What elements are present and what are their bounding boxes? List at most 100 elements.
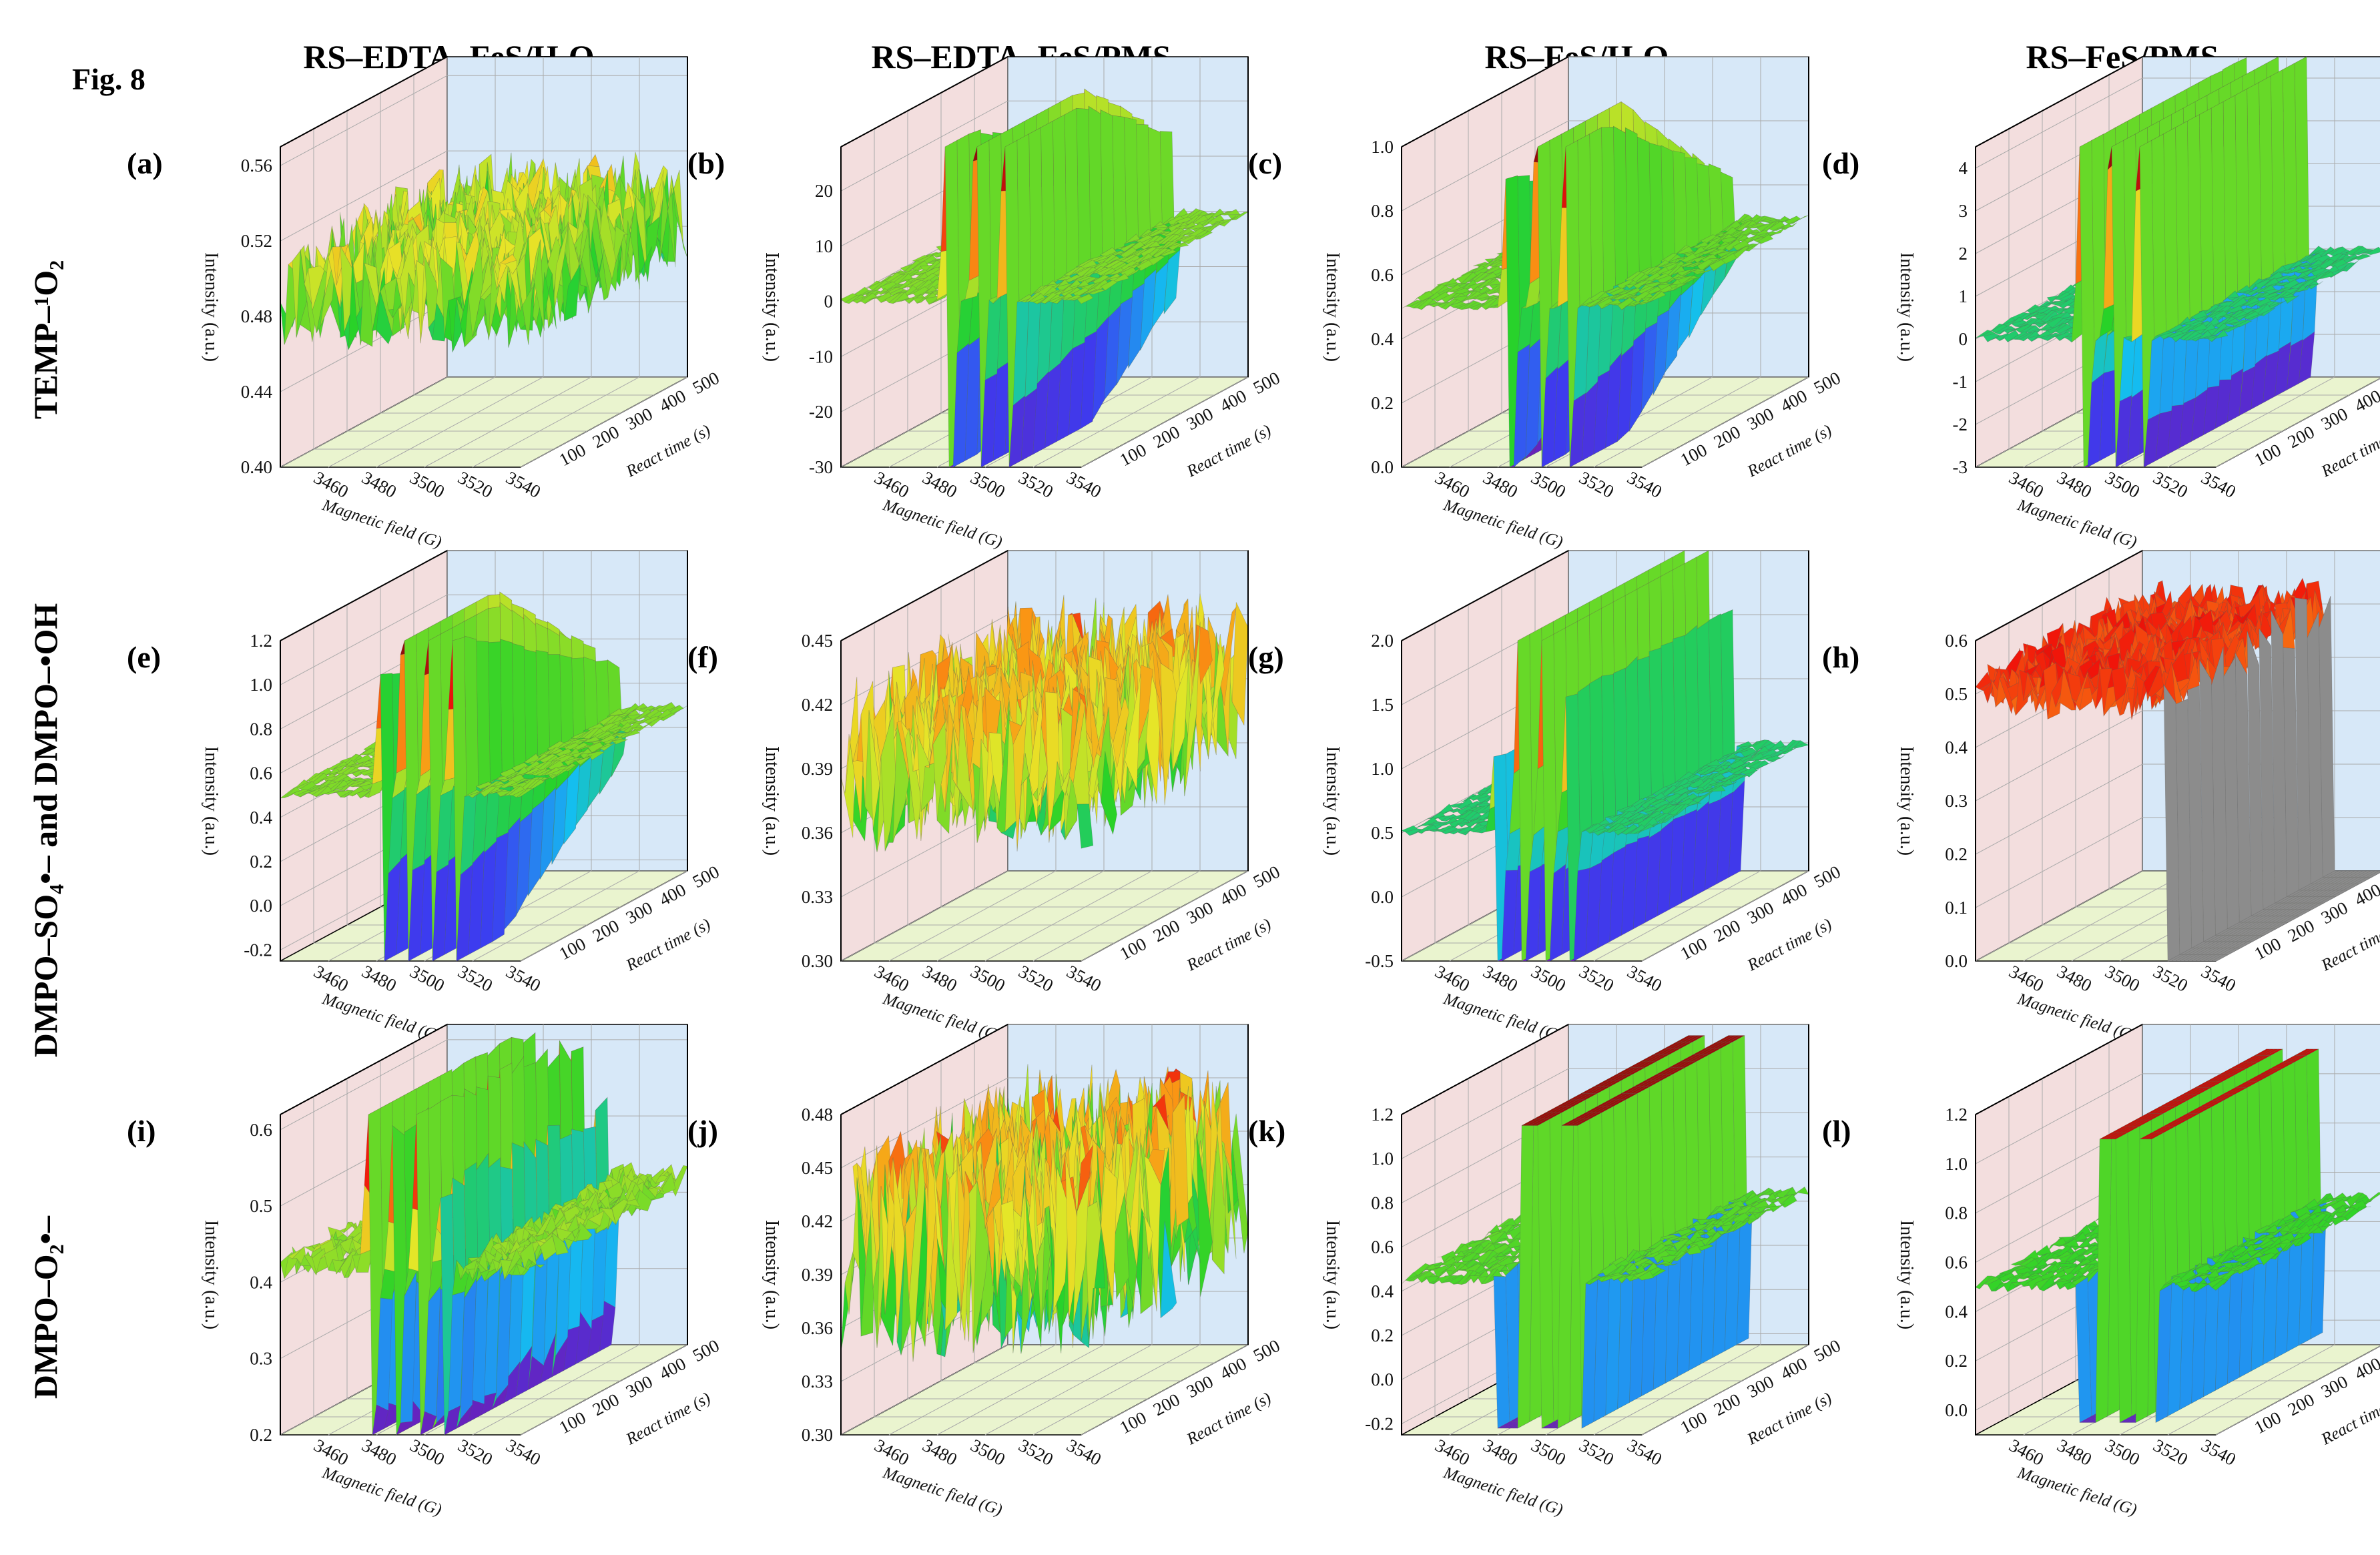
y-tick-label: 0 xyxy=(824,292,834,312)
surface-facet xyxy=(1088,288,1106,295)
surface-facet xyxy=(516,268,533,345)
y-axis-title: Intensity (a.u.) xyxy=(1322,252,1343,362)
x-tick-label: 3520 xyxy=(1576,467,1617,502)
surface-facet xyxy=(1780,222,1797,230)
x-axis-title: Magnetic field (G) xyxy=(2015,496,2139,551)
surface-facet xyxy=(2283,295,2300,304)
surface-facet xyxy=(1685,277,1702,284)
surface-facet xyxy=(1637,300,1654,305)
surface-facet xyxy=(659,180,676,268)
x-tick-label: 3500 xyxy=(967,467,1008,502)
x-tick-label: 3500 xyxy=(406,961,448,996)
surface-facet xyxy=(599,198,617,280)
panel-label: (c) xyxy=(1248,146,1282,180)
surface-mesh xyxy=(1975,56,2380,468)
panel-label: (d) xyxy=(1822,146,1859,180)
x-tick-label: 3540 xyxy=(1624,467,1665,502)
y-tick-label: 4 xyxy=(1959,158,1968,178)
surface-facet xyxy=(647,170,664,228)
box-edges xyxy=(840,56,1249,467)
panel-label: (e) xyxy=(127,640,161,674)
row-label-3: DMPO–O₂•– xyxy=(27,1215,64,1400)
surface-facet xyxy=(2247,314,2264,320)
x-tick-label: 3540 xyxy=(503,961,544,996)
surface-facet xyxy=(2211,329,2228,342)
panel-c: 0.0 0.2 0.4 0.6 0.8 1.0 3460 3480 3500 3520 3540 10… xyxy=(1221,55,1844,574)
surface-facet xyxy=(2366,246,2380,256)
box-edges xyxy=(1975,56,2143,467)
x-tick-label: 3480 xyxy=(919,467,960,502)
y-tick-label: 0.6 xyxy=(250,763,272,784)
surface-facet xyxy=(2259,308,2276,316)
x-tick-label: 3500 xyxy=(1528,467,1569,502)
y-tick-label: 0.8 xyxy=(250,719,272,739)
y-tick-label: -1 xyxy=(1953,372,1968,392)
x-tick-label: 3540 xyxy=(2198,467,2239,502)
surface-facet xyxy=(1148,650,1165,790)
surface-facet xyxy=(2319,271,2336,280)
surface-facet xyxy=(552,769,569,780)
y-tick-label: 20 xyxy=(815,181,833,201)
y-tick-label: 2 xyxy=(1959,244,1968,264)
x-tick-label: 3500 xyxy=(2102,467,2143,502)
x-tick-label: 3500 xyxy=(406,467,448,502)
y-tick-label: -3 xyxy=(1953,457,1968,477)
surface-facet xyxy=(1077,294,1094,304)
panel-d: -3 -2 -1 0 1 2 3 4 3460 3480 3500 3520 3540 100 200 300… xyxy=(1795,55,2380,574)
surface-facet xyxy=(1219,606,1237,706)
y-tick-label: 0.4 xyxy=(1371,329,1394,349)
surface-facet xyxy=(2223,326,2240,333)
figure-label: Fig. 8 xyxy=(72,62,145,96)
x-tick-label: 3520 xyxy=(455,467,496,502)
surface-facet xyxy=(575,228,593,300)
surface-facet xyxy=(1184,621,1201,797)
surface-facet xyxy=(1208,634,1225,759)
x-tick-label: 3460 xyxy=(1432,467,1473,502)
surface-facet xyxy=(1101,280,1118,291)
y-tick-label: 0.40 xyxy=(241,457,272,477)
surface-facet xyxy=(1219,216,1237,227)
y-axis-title: Intensity (a.u.) xyxy=(201,252,222,362)
y-tick-label: 0.0 xyxy=(250,896,272,916)
surface-facet xyxy=(1125,267,1141,278)
panel-a: 0.40 0.44 0.48 0.52 0.56 3460 3480 3500 3520 3540… xyxy=(100,55,723,574)
surface-facet xyxy=(1196,624,1213,685)
surface-facet xyxy=(1649,291,1667,302)
y-tick-label: 0.4 xyxy=(250,808,272,828)
surface-facet xyxy=(1183,235,1201,245)
surface-facet xyxy=(1208,222,1225,234)
surface-facet xyxy=(2354,254,2372,260)
x-tick-label: 3540 xyxy=(1063,467,1105,502)
surface-facet xyxy=(1769,227,1785,236)
y-axis-title: Intensity (a.u.) xyxy=(201,746,222,856)
surface-facet xyxy=(1136,260,1153,272)
row-label-1: TEMP–¹O₂ xyxy=(27,260,64,420)
y-tick-label: 1.0 xyxy=(250,675,272,695)
y-tick-label: 0.48 xyxy=(241,306,272,326)
box-edges xyxy=(280,550,688,961)
y-tick-label: -0.2 xyxy=(244,940,272,960)
y-tick-label: 1.2 xyxy=(250,631,272,651)
y-tick-label: 0.2 xyxy=(1371,393,1394,413)
x-axis-title: Magnetic field (G) xyxy=(880,496,1004,551)
y-tick-label: -2 xyxy=(1953,414,1968,434)
surface-facet xyxy=(635,210,652,282)
y-tick-label: 0.0 xyxy=(1371,457,1394,477)
surface-facet xyxy=(516,788,533,798)
surface-facet xyxy=(1661,285,1678,293)
x-tick-label: 3460 xyxy=(310,467,352,502)
y-tick-label: 0 xyxy=(1959,329,1968,349)
y-tick-label: 1 xyxy=(1959,286,1968,306)
surface-facet xyxy=(1160,663,1177,806)
surface-facet xyxy=(611,226,629,276)
x-tick-label: 3460 xyxy=(871,467,912,502)
surface-facet xyxy=(1709,259,1726,272)
y-tick-label: 10 xyxy=(815,236,833,256)
box-edges xyxy=(1401,56,1809,467)
